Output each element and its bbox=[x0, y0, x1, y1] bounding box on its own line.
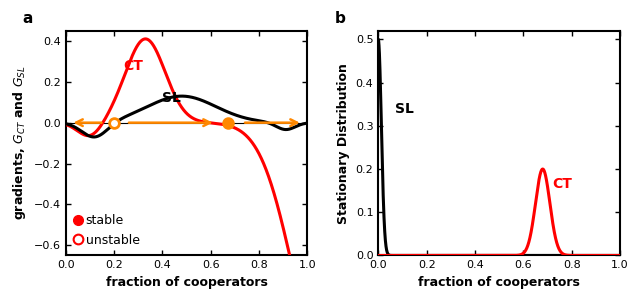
Y-axis label: Stationary Distribution: Stationary Distribution bbox=[337, 63, 350, 224]
X-axis label: fraction of cooperators: fraction of cooperators bbox=[106, 276, 268, 289]
Text: SL: SL bbox=[395, 102, 414, 116]
Legend: stable, unstable: stable, unstable bbox=[72, 212, 142, 249]
Text: SL: SL bbox=[163, 91, 181, 105]
Text: CT: CT bbox=[552, 178, 572, 191]
X-axis label: fraction of cooperators: fraction of cooperators bbox=[418, 276, 580, 289]
Text: CT: CT bbox=[124, 58, 143, 73]
Text: a: a bbox=[22, 11, 33, 26]
Y-axis label: gradients, $G_{CT}$ and $G_{SL}$: gradients, $G_{CT}$ and $G_{SL}$ bbox=[11, 66, 28, 220]
Text: b: b bbox=[335, 11, 346, 26]
